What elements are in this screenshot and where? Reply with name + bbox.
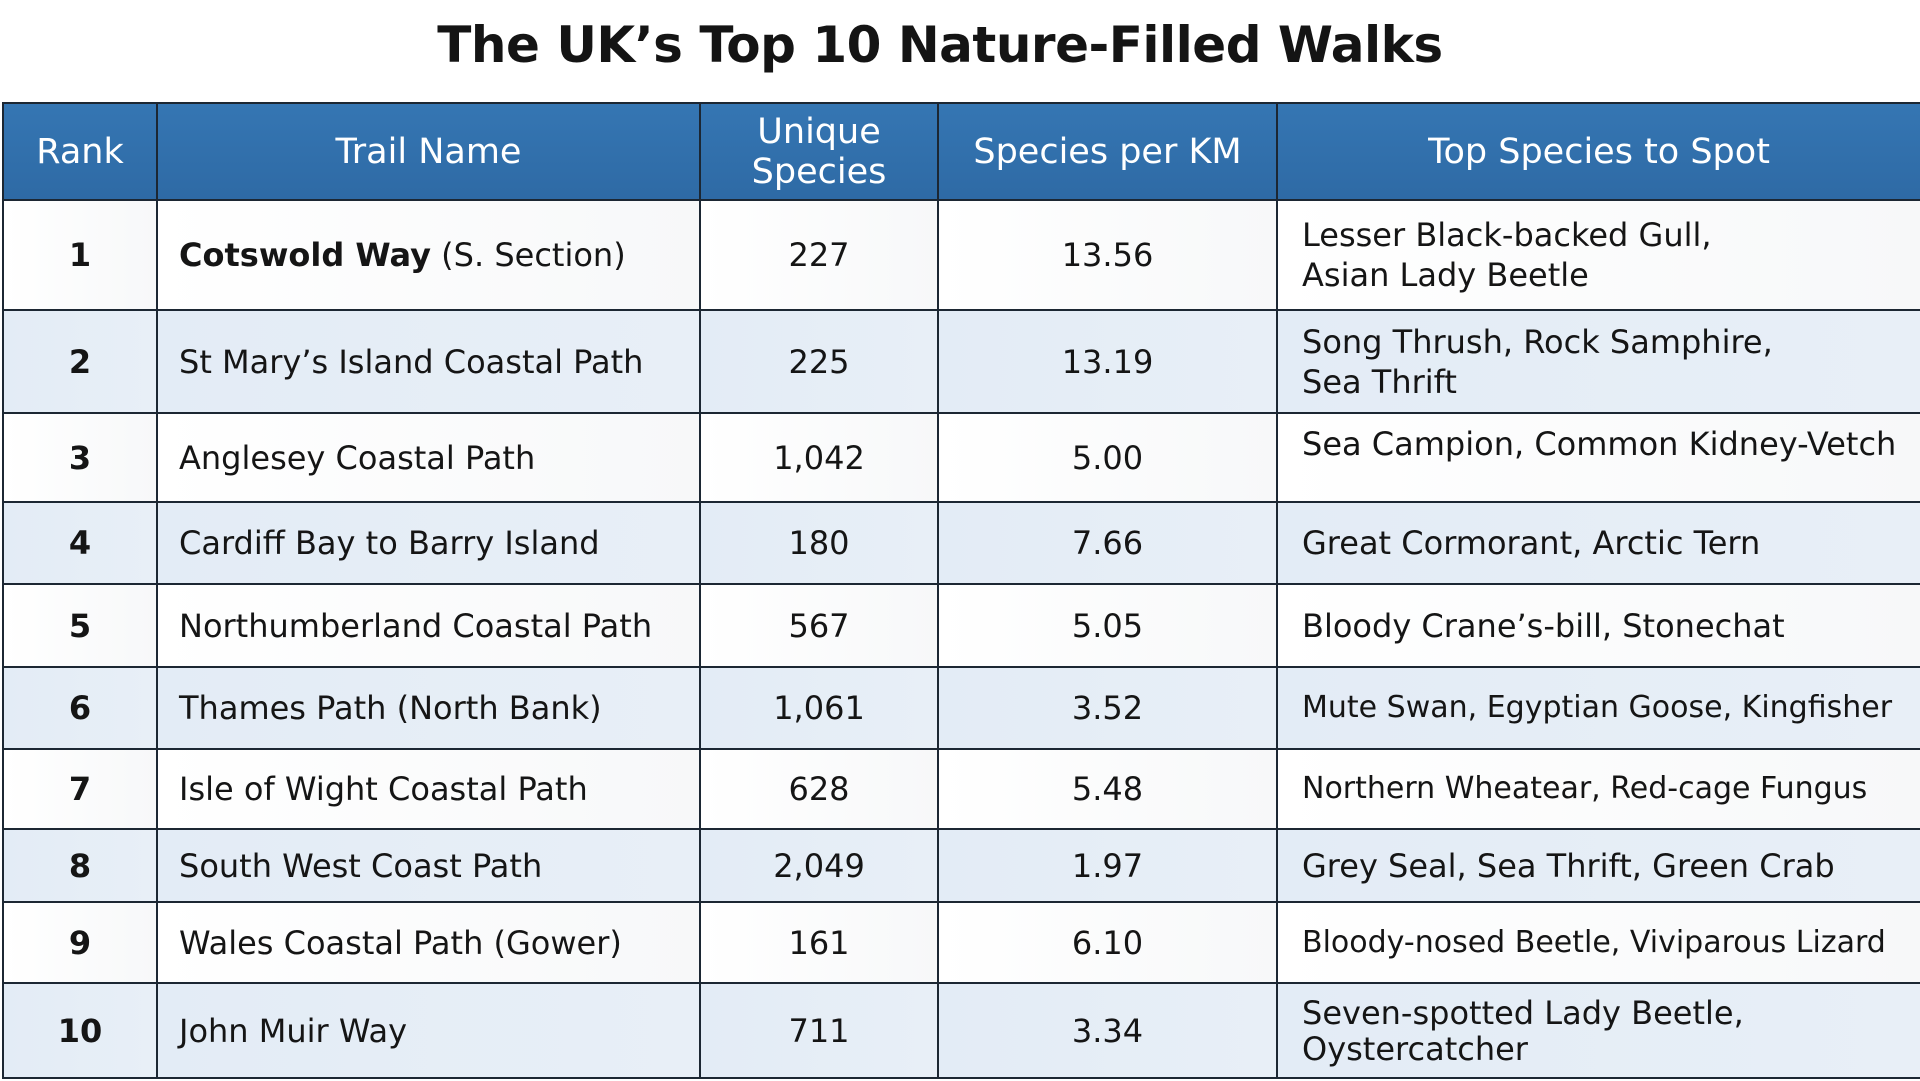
trail-name-rest: Thames Path (North Bank) xyxy=(179,689,602,727)
unique-species-cell: 628 xyxy=(699,748,939,830)
species-per-km-cell: 3.52 xyxy=(937,666,1278,750)
species-per-km-cell: 6.10 xyxy=(937,901,1278,984)
trail-name-cell: Anglesey Coastal Path xyxy=(156,412,701,503)
top-species-text: Lesser Black-backed Gull, Asian Lady Bee… xyxy=(1302,216,1712,294)
species-per-km-cell: 5.00 xyxy=(937,412,1278,503)
top-species-cell: Great Cormorant, Arctic Tern xyxy=(1276,501,1920,585)
trail-name-cell: Thames Path (North Bank) xyxy=(156,666,701,750)
column-header-trail-name: Trail Name xyxy=(156,102,701,201)
trail-name-bold: Cotswold Way xyxy=(179,236,431,274)
table-row: 5 Northumberland Coastal Path 567 5.05 B… xyxy=(2,583,1920,668)
top-species-cell: Seven-spotted Lady Beetle, Oystercatcher xyxy=(1276,982,1920,1079)
species-per-km-cell: 13.56 xyxy=(937,199,1278,311)
top-species-cell: Northern Wheatear, Red-cage Fungus xyxy=(1276,748,1920,830)
rank-cell: 1 xyxy=(2,199,158,311)
unique-species-cell: 1,061 xyxy=(699,666,939,750)
trail-name-cell: Northumberland Coastal Path xyxy=(156,583,701,668)
table-row: 10 John Muir Way 711 3.34 Seven-spotted … xyxy=(2,982,1920,1079)
trail-name-rest: (S. Section) xyxy=(431,236,626,274)
species-per-km-cell: 5.48 xyxy=(937,748,1278,830)
table-row: 1 Cotswold Way (S. Section) 227 13.56 Le… xyxy=(2,199,1920,311)
table-row: 3 Anglesey Coastal Path 1,042 5.00 Sea C… xyxy=(2,412,1920,503)
column-header-top-species: Top Species to Spot xyxy=(1276,102,1920,201)
top-species-cell: Song Thrush, Rock Samphire, Sea Thrift xyxy=(1276,309,1920,414)
unique-species-cell: 225 xyxy=(699,309,939,414)
species-per-km-cell: 3.34 xyxy=(937,982,1278,1079)
column-header-species-per-km: Species per KM xyxy=(937,102,1278,201)
rank-cell: 8 xyxy=(2,828,158,903)
trail-name-cell: St Mary’s Island Coastal Path xyxy=(156,309,701,414)
top-species-cell: Bloody-nosed Beetle, Viviparous Lizard xyxy=(1276,901,1920,984)
rank-cell: 6 xyxy=(2,666,158,750)
trail-name-cell: Cardiff Bay to Barry Island xyxy=(156,501,701,585)
top-species-cell: Bloody Crane’s-bill, Stonechat xyxy=(1276,583,1920,668)
species-per-km-cell: 1.97 xyxy=(937,828,1278,903)
top-species-text: Bloody Crane’s-bill, Stonechat xyxy=(1302,606,1785,645)
column-header-unique-species: Unique Species xyxy=(699,102,939,201)
unique-species-cell: 2,049 xyxy=(699,828,939,903)
top-species-cell: Lesser Black-backed Gull, Asian Lady Bee… xyxy=(1276,199,1920,311)
top-species-text: Bloody-nosed Beetle, Viviparous Lizard xyxy=(1302,924,1886,960)
rank-cell: 7 xyxy=(2,748,158,830)
top-species-cell: Sea Campion, Common Kidney-Vetch xyxy=(1276,412,1920,503)
rank-cell: 4 xyxy=(2,501,158,585)
top-species-cell: Grey Seal, Sea Thrift, Green Crab xyxy=(1276,828,1920,903)
trail-name-cell: Wales Coastal Path (Gower) xyxy=(156,901,701,984)
top-species-text: Mute Swan, Egyptian Goose, Kingfisher xyxy=(1302,690,1893,725)
top-species-text: Grey Seal, Sea Thrift, Green Crab xyxy=(1302,846,1835,885)
trail-name-rest: St Mary’s Island Coastal Path xyxy=(179,342,644,381)
trail-name-rest: Wales Coastal Path (Gower) xyxy=(179,923,622,962)
rank-cell: 9 xyxy=(2,901,158,984)
rank-cell: 3 xyxy=(2,412,158,503)
unique-species-label: Unique Species xyxy=(751,111,887,192)
rank-cell: 5 xyxy=(2,583,158,668)
top-species-text: Great Cormorant, Arctic Tern xyxy=(1302,524,1761,562)
trail-name-rest: Isle of Wight Coastal Path xyxy=(179,770,588,808)
species-per-km-cell: 5.05 xyxy=(937,583,1278,668)
table-row: 2 St Mary’s Island Coastal Path 225 13.1… xyxy=(2,309,1920,414)
page-title: The UK’s Top 10 Nature-Filled Walks xyxy=(437,16,1443,74)
top-species-text: Seven-spotted Lady Beetle, Oystercatcher xyxy=(1302,993,1744,1068)
trail-name-rest: John Muir Way xyxy=(179,1011,407,1050)
trail-name-rest: Anglesey Coastal Path xyxy=(179,438,536,477)
trail-name-cell: Cotswold Way (S. Section) xyxy=(156,199,701,311)
nature-walks-table: Rank Trail Name Unique Species Species p… xyxy=(2,102,1920,1079)
species-per-km-cell: 7.66 xyxy=(937,501,1278,585)
table-row: 7 Isle of Wight Coastal Path 628 5.48 No… xyxy=(2,748,1920,830)
top-species-text: Song Thrush, Rock Samphire, Sea Thrift xyxy=(1302,322,1773,401)
trail-name-rest: Northumberland Coastal Path xyxy=(179,606,653,645)
table-row: 4 Cardiff Bay to Barry Island 180 7.66 G… xyxy=(2,501,1920,585)
trail-name-cell: Isle of Wight Coastal Path xyxy=(156,748,701,830)
table-row: 6 Thames Path (North Bank) 1,061 3.52 Mu… xyxy=(2,666,1920,750)
rank-cell: 2 xyxy=(2,309,158,414)
column-header-rank: Rank xyxy=(2,102,158,201)
rank-cell: 10 xyxy=(2,982,158,1079)
unique-species-cell: 180 xyxy=(699,501,939,585)
unique-species-cell: 161 xyxy=(699,901,939,984)
species-per-km-cell: 13.19 xyxy=(937,309,1278,414)
unique-species-cell: 711 xyxy=(699,982,939,1079)
unique-species-cell: 227 xyxy=(699,199,939,311)
trail-name-rest: Cardiff Bay to Barry Island xyxy=(179,524,600,562)
trail-name-cell: John Muir Way xyxy=(156,982,701,1079)
trail-name-rest: South West Coast Path xyxy=(179,846,543,885)
top-species-text: Northern Wheatear, Red-cage Fungus xyxy=(1302,771,1868,806)
table-header-row: Rank Trail Name Unique Species Species p… xyxy=(2,102,1920,201)
table-row: 9 Wales Coastal Path (Gower) 161 6.10 Bl… xyxy=(2,901,1920,984)
trail-name-cell: South West Coast Path xyxy=(156,828,701,903)
unique-species-cell: 1,042 xyxy=(699,412,939,503)
top-species-text: Sea Campion, Common Kidney-Vetch xyxy=(1302,425,1897,463)
unique-species-cell: 567 xyxy=(699,583,939,668)
top-species-cell: Mute Swan, Egyptian Goose, Kingfisher xyxy=(1276,666,1920,750)
table-row: 8 South West Coast Path 2,049 1.97 Grey … xyxy=(2,828,1920,903)
